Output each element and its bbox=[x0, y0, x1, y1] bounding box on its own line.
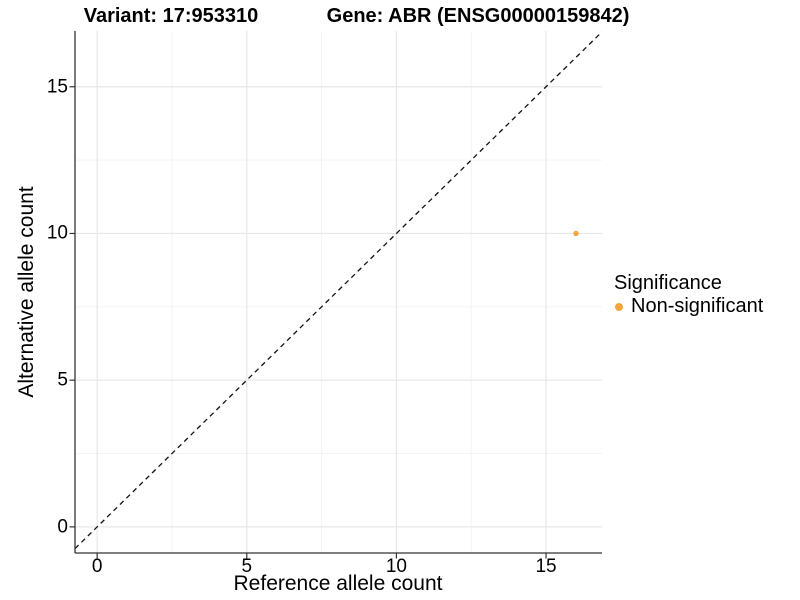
legend-marker-circle-icon bbox=[615, 302, 623, 311]
y-tick-label: 15 bbox=[46, 76, 68, 98]
y-axis-title: Alternative allele count bbox=[15, 186, 38, 398]
variant-title: Variant: 17:953310 bbox=[83, 5, 259, 27]
x-tick-label: 0 bbox=[91, 556, 103, 577]
y-tick-label: 0 bbox=[57, 516, 68, 538]
legend-item: Non-significant bbox=[614, 296, 763, 317]
legend: Significance Non-significant bbox=[614, 273, 763, 317]
identity-reference-line bbox=[74, 31, 603, 550]
x-tick-label: 15 bbox=[535, 556, 557, 577]
x-tick-label: 5 bbox=[241, 556, 253, 577]
data-point bbox=[573, 230, 579, 237]
gene-title: Gene: ABR (ENSG00000159842) bbox=[326, 5, 630, 27]
x-tick-label: 10 bbox=[385, 556, 407, 577]
x-axis-title: Reference allele count bbox=[233, 572, 443, 595]
y-tick-label: 10 bbox=[46, 222, 68, 244]
legend-item-label: Non-significant bbox=[631, 295, 764, 317]
y-tick-label: 5 bbox=[57, 369, 68, 391]
legend-title: Significance bbox=[614, 272, 722, 294]
